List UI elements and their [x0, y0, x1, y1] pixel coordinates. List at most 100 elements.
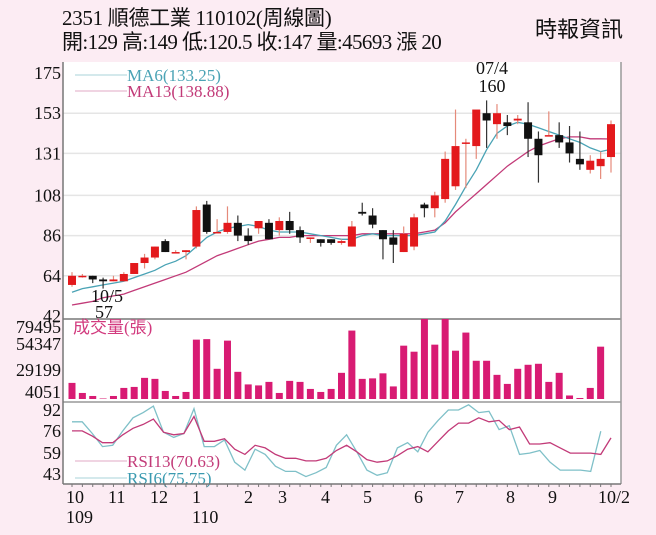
- candle: [430, 195, 439, 209]
- candle: [607, 124, 615, 158]
- volume-title: 成交量(張): [73, 318, 152, 337]
- x-axis-year-label: 109: [66, 507, 93, 527]
- volume-bar: [172, 395, 180, 399]
- volume-bar: [78, 392, 86, 399]
- candle: [223, 222, 232, 232]
- volume-bar: [369, 378, 377, 399]
- rsi13-line: [72, 415, 612, 463]
- candle: [586, 160, 595, 170]
- low-annotation-date: 10/5: [91, 286, 123, 306]
- volume-tick: 54347: [16, 334, 61, 354]
- volume-bar: [576, 397, 584, 399]
- volume-bar: [441, 319, 449, 399]
- volume-bar: [213, 368, 221, 399]
- candle: [451, 146, 460, 187]
- candle: [306, 237, 315, 239]
- candle: [161, 241, 170, 253]
- volume-bar: [586, 387, 594, 399]
- candle: [285, 220, 294, 231]
- volume-bar: [306, 388, 314, 399]
- ma13-line: [71, 136, 612, 306]
- candle: [337, 241, 346, 243]
- volume-bar: [400, 345, 408, 399]
- x-axis-label: 7: [455, 487, 464, 507]
- volume-bar: [203, 339, 211, 399]
- rsi-tick: 43: [43, 464, 61, 484]
- candle: [596, 158, 605, 167]
- x-axis-label: 9: [548, 487, 557, 507]
- volume-bar: [452, 350, 460, 399]
- volume-bar: [296, 381, 304, 399]
- rsi-tick: 92: [43, 400, 61, 420]
- price-tick: 86: [43, 226, 61, 246]
- candle: [513, 118, 522, 121]
- candle: [327, 239, 336, 243]
- volume-tick: 4051: [25, 382, 61, 402]
- candle: [254, 220, 263, 229]
- volume-bar: [327, 388, 335, 399]
- volume-bar: [462, 332, 470, 399]
- source-label: 時報資訊: [535, 17, 624, 42]
- high-annotation-value: 160: [479, 76, 506, 96]
- price-tick: 153: [34, 103, 61, 123]
- candle: [347, 226, 356, 247]
- ma13-legend: MA13(138.88): [127, 82, 229, 101]
- volume-bar: [192, 339, 200, 399]
- candle: [565, 142, 574, 154]
- volume-bar: [566, 395, 574, 399]
- volume-bar: [514, 368, 522, 399]
- volume-bar: [255, 385, 263, 399]
- volume-bar: [534, 363, 542, 399]
- candle: [130, 263, 139, 274]
- volume-bar: [431, 344, 439, 399]
- price-tick: 131: [34, 143, 61, 163]
- volume-bar: [420, 319, 428, 399]
- rsi-tick: 76: [43, 421, 61, 441]
- x-axis-year-label: 110: [192, 507, 218, 527]
- volume-bar: [348, 330, 356, 399]
- candle: [264, 222, 273, 240]
- x-axis-label: 11: [108, 487, 125, 507]
- x-axis-label: 10/2: [598, 487, 630, 507]
- candle: [378, 230, 387, 240]
- rsi-tick: 59: [43, 443, 61, 463]
- candle: [410, 217, 419, 247]
- candle: [244, 235, 253, 242]
- volume-bar: [265, 381, 273, 399]
- volume-bar: [234, 371, 242, 399]
- volume-bar: [120, 387, 128, 399]
- candle: [358, 211, 367, 214]
- volume-bar: [597, 346, 605, 399]
- x-axis-label: 12: [150, 487, 168, 507]
- volume-bar: [99, 398, 107, 399]
- volume-bar: [555, 372, 563, 399]
- volume-bar: [358, 378, 366, 399]
- volume-bar: [89, 395, 97, 399]
- candlesticks: [68, 100, 615, 289]
- chart-title: 2351 順德工業 110102(周線圖): [62, 6, 332, 30]
- volume-bar: [244, 384, 252, 399]
- volume-bar: [317, 391, 325, 399]
- candle: [202, 204, 211, 232]
- candle: [575, 158, 584, 165]
- candle: [88, 275, 97, 280]
- x-axis-label: 2: [244, 487, 253, 507]
- candle: [150, 246, 159, 258]
- volume-bars: [68, 319, 605, 399]
- volume-tick: 79495: [16, 317, 61, 337]
- volume-bar: [524, 364, 532, 399]
- candle: [461, 142, 470, 144]
- volume-bar: [109, 395, 117, 399]
- candle: [68, 275, 76, 285]
- volume-bar: [545, 381, 553, 399]
- candle: [389, 237, 398, 245]
- volume-bar: [472, 360, 480, 399]
- volume-bar: [389, 386, 397, 399]
- candle: [534, 138, 543, 156]
- rsi6-legend: RSI6(75.75): [127, 469, 212, 488]
- candle: [233, 222, 242, 236]
- x-axis-label: 6: [414, 487, 423, 507]
- candle: [420, 204, 429, 209]
- candle: [119, 273, 128, 282]
